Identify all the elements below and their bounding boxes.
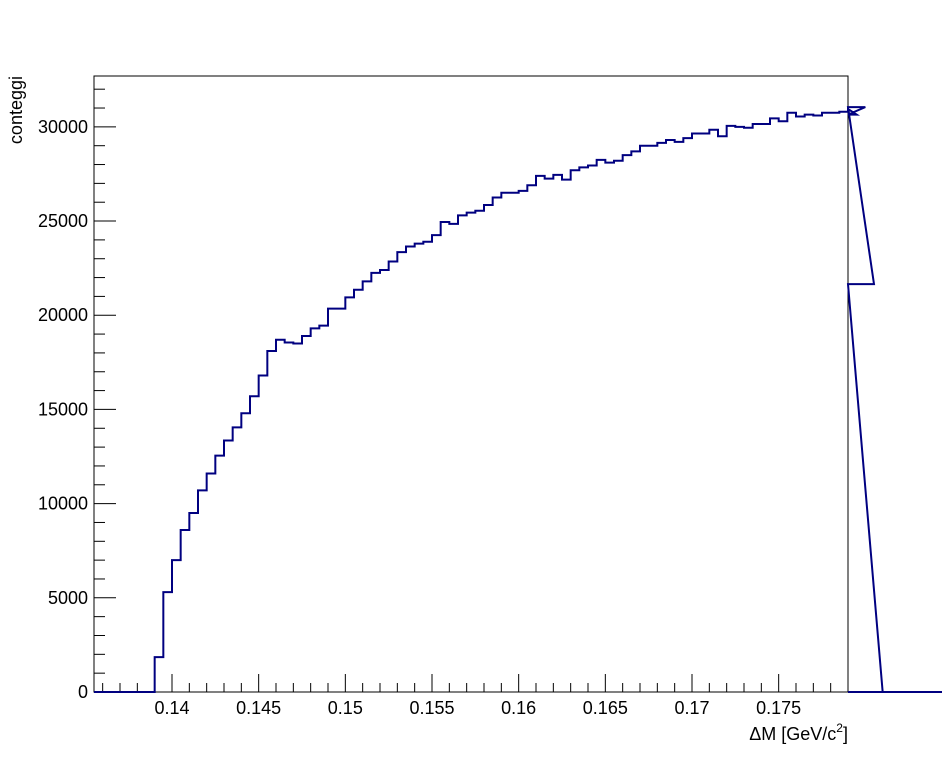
x-axis-title-superscript: 2: [836, 721, 843, 735]
x-axis-title: ΔM [GeV/c2]: [749, 721, 848, 744]
x-axis-title-close: ]: [843, 724, 848, 744]
x-tick-label: 0.145: [236, 698, 281, 718]
x-tick-label: 0.165: [583, 698, 628, 718]
y-tick-label: 10000: [38, 494, 88, 514]
y-tick-label: 30000: [38, 117, 88, 137]
y-tick-label: 20000: [38, 305, 88, 325]
x-axis-title-main: ΔM [GeV/c: [749, 724, 836, 744]
x-tick-label: 0.15: [328, 698, 363, 718]
y-tick-label: 15000: [38, 399, 88, 419]
y-axis-title: conteggi: [6, 76, 26, 144]
plot-frame: [93, 75, 849, 693]
x-tick-label: 0.175: [756, 698, 801, 718]
y-tick-label: 0: [78, 682, 88, 702]
histogram-series: [94, 106, 942, 693]
x-tick-label: 0.14: [154, 698, 189, 718]
x-tick-label: 0.16: [501, 698, 536, 718]
y-tick-label: 25000: [38, 211, 88, 231]
y-tick-label: 5000: [48, 588, 88, 608]
x-tick-label: 0.155: [409, 698, 454, 718]
x-tick-label: 0.17: [674, 698, 709, 718]
